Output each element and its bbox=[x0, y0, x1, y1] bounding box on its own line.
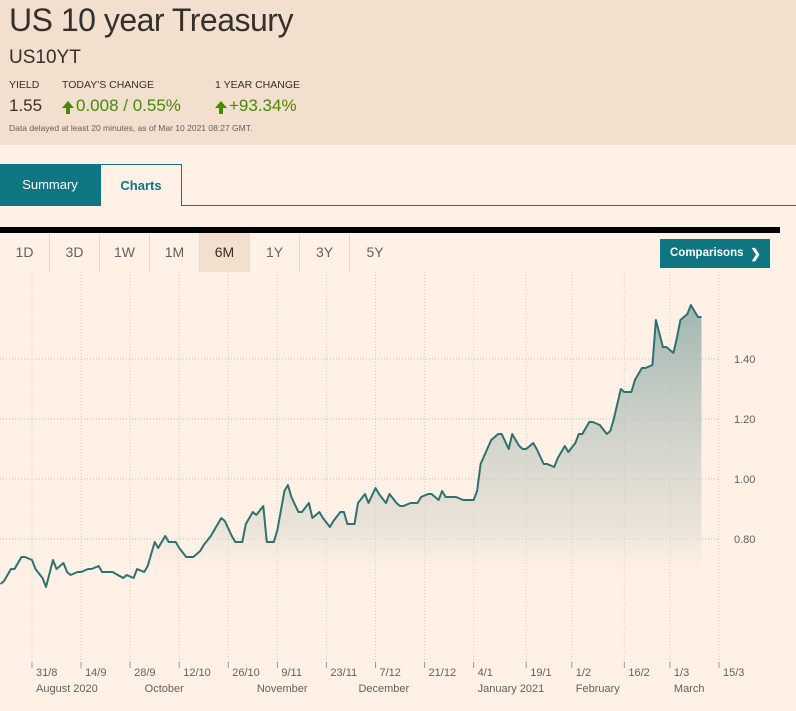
yield-area bbox=[0, 305, 702, 587]
x-tick-label: 1/3 bbox=[674, 667, 689, 679]
year-change-label: 1 YEAR CHANGE bbox=[215, 79, 300, 91]
year-change-text: +93.34% bbox=[229, 96, 297, 115]
y-tick-label: 0.80 bbox=[734, 534, 755, 546]
arrow-up-icon bbox=[215, 101, 227, 114]
x-tick-label: 28/9 bbox=[134, 667, 155, 679]
x-tick-label: 21/12 bbox=[429, 667, 457, 679]
x-tick-label: 4/1 bbox=[478, 667, 493, 679]
month-label: January 2021 bbox=[478, 683, 545, 695]
todays-change-text: 0.008 / 0.55% bbox=[76, 96, 181, 115]
range-3y[interactable]: 3Y bbox=[300, 233, 350, 272]
month-label: March bbox=[674, 683, 705, 695]
tab-charts[interactable]: Charts bbox=[100, 164, 182, 206]
divider-bar bbox=[0, 227, 780, 233]
month-label: October bbox=[145, 683, 184, 695]
month-label: August 2020 bbox=[36, 683, 98, 695]
range-1y[interactable]: 1Y bbox=[250, 233, 300, 272]
arrow-up-icon bbox=[62, 101, 74, 114]
x-tick-label: 15/3 bbox=[723, 667, 744, 679]
month-label: February bbox=[576, 683, 621, 695]
tab-bar: Summary Charts bbox=[0, 164, 796, 206]
x-tick-label: 14/9 bbox=[85, 667, 106, 679]
x-tick-label: 1/2 bbox=[576, 667, 591, 679]
range-1d[interactable]: 1D bbox=[0, 233, 50, 272]
x-tick-label: 12/10 bbox=[183, 667, 211, 679]
x-tick-label: 16/2 bbox=[628, 667, 649, 679]
x-tick-label: 31/8 bbox=[36, 667, 57, 679]
range-6m[interactable]: 6M bbox=[200, 233, 250, 272]
comparisons-button[interactable]: Comparisons ❯ bbox=[660, 239, 770, 268]
x-tick-label: 26/10 bbox=[232, 667, 260, 679]
range-1m[interactable]: 1M bbox=[150, 233, 200, 272]
comparisons-label: Comparisons bbox=[670, 247, 744, 259]
ticker-symbol: US10YT bbox=[9, 47, 81, 68]
todays-change-label: TODAY'S CHANGE bbox=[62, 79, 155, 91]
range-1w[interactable]: 1W bbox=[100, 233, 150, 272]
yield-value: 1.55 bbox=[9, 96, 43, 115]
month-label: November bbox=[257, 683, 308, 695]
year-change-value: +93.34% bbox=[215, 96, 297, 116]
x-tick-label: 19/1 bbox=[530, 667, 551, 679]
x-tick-label: 7/12 bbox=[379, 667, 400, 679]
todays-change-value: 0.008 / 0.55% bbox=[62, 96, 181, 116]
range-5y[interactable]: 5Y bbox=[366, 244, 384, 260]
yield-chart: 0.80 1.00 1.20 1.40 31/8 14/9 28/9 12/10 26/10 9/… bbox=[0, 272, 755, 695]
range-3d[interactable]: 3D bbox=[50, 233, 100, 272]
yield-line bbox=[0, 304, 702, 588]
delay-note: Data delayed at least 20 minutes, as of … bbox=[9, 123, 253, 133]
tab-summary[interactable]: Summary bbox=[0, 164, 100, 206]
y-tick-label: 1.40 bbox=[734, 354, 755, 366]
range-selector: 1D 3D 1W 1M 6M 1Y 3Y 5Y bbox=[0, 233, 400, 272]
y-tick-label: 1.20 bbox=[734, 414, 755, 426]
page-title: US 10 year Treasury bbox=[9, 2, 293, 38]
chevron-right-icon: ❯ bbox=[750, 246, 761, 261]
y-tick-label: 1.00 bbox=[734, 474, 755, 486]
x-tick-label: 23/11 bbox=[330, 667, 357, 679]
yield-label: YIELD bbox=[9, 79, 40, 91]
x-tick-label: 9/11 bbox=[281, 667, 302, 679]
month-label: December bbox=[358, 683, 409, 695]
quote-header: US 10 year Treasury US10YT YIELD TODAY'S… bbox=[0, 0, 796, 145]
